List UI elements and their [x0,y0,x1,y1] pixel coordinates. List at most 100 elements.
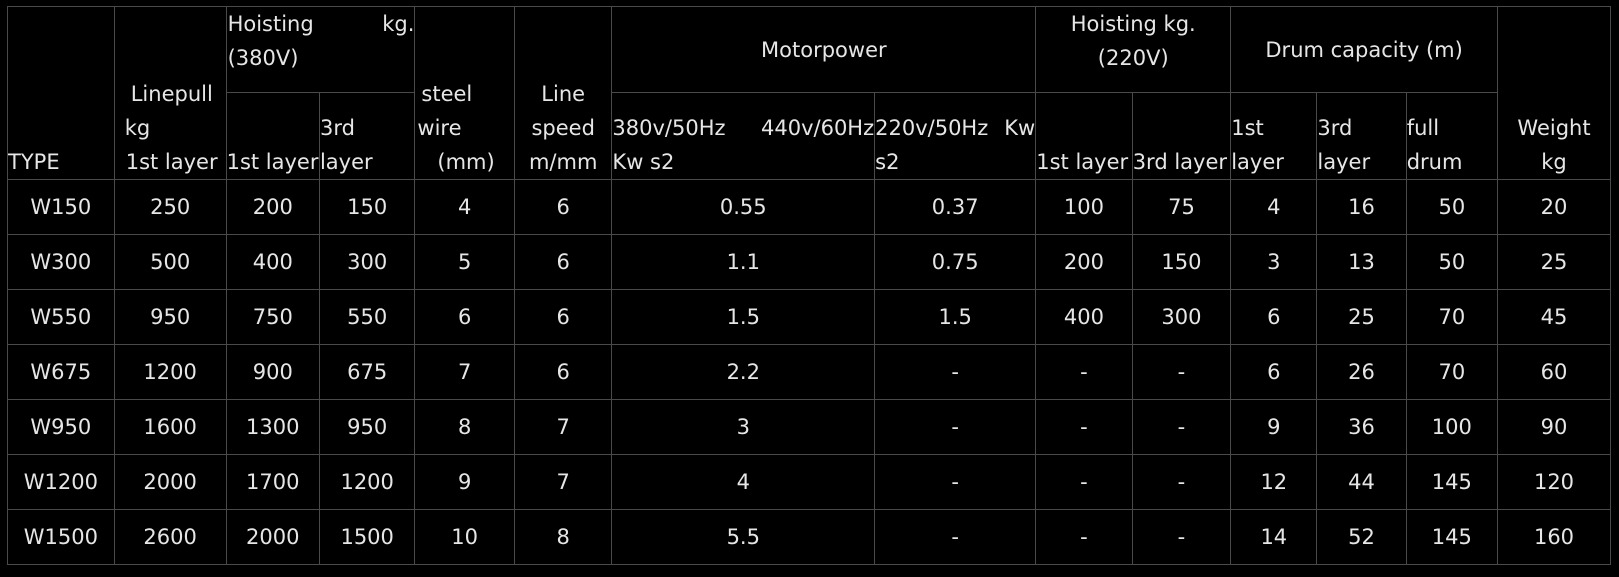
linepull-line3: 1st layer [125,150,218,174]
linepull-line1: Linepull [130,82,213,106]
motor-col2-unit: s2 [875,150,900,174]
cell-hoist220-1st: - [1035,399,1133,455]
cell-steel-wire: 8 [414,399,515,455]
cell-motor-380-440: 4 [611,454,876,510]
cell-hoist220-3rd: - [1131,399,1232,455]
cell-drum-1st: 14 [1230,509,1318,565]
cell-hoist380-1st: 200 [225,179,320,235]
header-line-speed: Line speed m/mm [513,6,613,180]
drum-first-line1: 1st [1231,116,1264,140]
hoisting380-first-label: 1st layer [226,150,319,174]
hoisting380-third-line2: layer [319,150,373,174]
drum-full-line2: drum [1406,150,1463,174]
cell-hoist380-1st: 1300 [225,399,320,455]
cell-drum-full: 50 [1405,234,1499,290]
header-weight: Weight kg [1497,6,1611,180]
cell-weight: 90 [1497,399,1611,455]
cell-type: W300 [7,234,115,290]
cell-drum-full: 100 [1405,399,1499,455]
hoisting380-unit: kg. [382,12,415,36]
line-speed-line2: speed [531,116,595,140]
cell-type: W1500 [7,509,115,565]
table-row: W300 500 400 300 5 6 1.1 0.75 200 150 3 13 50 25 [7,234,1611,290]
cell-motor-220: 0.75 [874,234,1037,290]
cell-linepull: 250 [113,179,227,235]
motor-440v-label: 440v/60Hz [761,116,875,140]
cell-type: W550 [7,289,115,345]
header-hoisting220-1st-layer: 1st layer [1035,92,1133,180]
cell-motor-380-440: 1.1 [611,234,876,290]
cell-drum-3rd: 13 [1316,234,1407,290]
cell-hoist380-3rd: 1500 [318,509,416,565]
cell-steel-wire: 6 [414,289,515,345]
winch-spec-table: TYPE Linepull kg 1st layer Hoisting kg. … [7,6,1611,565]
cell-hoist380-3rd: 150 [318,179,416,235]
cell-hoist380-3rd: 550 [318,289,416,345]
cell-drum-full: 50 [1405,179,1499,235]
cell-drum-full: 70 [1405,344,1499,400]
cell-hoist220-1st: 100 [1035,179,1133,235]
header-drum-1st-layer: 1st layer [1230,92,1318,180]
cell-steel-wire: 4 [414,179,515,235]
table-row: W675 1200 900 675 7 6 2.2- - -6 26 70 60 [7,344,1611,400]
cell-hoist220-3rd: 300 [1131,289,1232,345]
cell-weight: 20 [1497,179,1611,235]
cell-weight: 25 [1497,234,1611,290]
cell-drum-1st: 3 [1230,234,1318,290]
cell-weight: 45 [1497,289,1611,345]
cell-hoist220-3rd: - [1131,454,1232,510]
cell-weight: 160 [1497,509,1611,565]
header-motor-220: 220v/50Hz Kw s2 [874,92,1037,180]
cell-line-speed: 8 [513,509,613,565]
cell-line-speed: 6 [513,289,613,345]
motor-220v-unit: Kw [1004,116,1036,140]
cell-hoist220-1st: - [1035,509,1133,565]
cell-hoist220-1st: 400 [1035,289,1133,345]
motorpower-label: Motorpower [761,37,887,62]
cell-motor-220: - [874,344,1037,400]
cell-drum-1st: 12 [1230,454,1318,510]
cell-drum-3rd: 16 [1316,179,1407,235]
cell-hoist220-3rd: - [1131,344,1232,400]
cell-motor-220: - [874,454,1037,510]
weight-line2: kg [1541,150,1567,174]
drum-capacity-label: Drum capacity (m) [1265,37,1463,62]
cell-weight: 120 [1497,454,1611,510]
cell-motor-220: - [874,509,1037,565]
line-speed-line3: m/mm [528,150,598,174]
cell-hoist380-1st: 900 [225,344,320,400]
cell-drum-1st: 6 [1230,289,1318,345]
drum-full-line1: full [1406,116,1440,140]
header-hoisting380-1st-layer: 1st layer [225,92,320,180]
header-hoisting-380v: Hoisting kg. (380V) [225,6,416,93]
table-row: W150 250 200 150 4 6 0.55 0.37 100 75 4 16 50 20 [7,179,1611,235]
cell-line-speed: 6 [513,344,613,400]
cell-motor-380-440: 2.2 [611,344,876,400]
header-hoisting380-3rd-layer: 3rd layer [318,92,416,180]
cell-drum-1st: 6 [1230,344,1318,400]
hoisting380-label: Hoisting [227,12,314,36]
drum-third-line1: 3rd [1317,116,1353,140]
cell-drum-3rd: 26 [1316,344,1407,400]
steel-wire-line2: wire [417,116,462,140]
table-row: W1500 2600 2000 1500 10 8 5.5- - -14 52 145 160 [7,509,1611,565]
header-steel-wire: steel wire (mm) [414,6,515,180]
cell-motor-380-440: 0.55 [611,179,876,235]
header-hoisting-220v: Hoisting kg. (220V) [1035,6,1232,93]
weight-line1: Weight [1517,116,1591,140]
cell-hoist380-1st: 1700 [225,454,320,510]
cell-type: W1200 [7,454,115,510]
cell-hoist380-3rd: 300 [318,234,416,290]
spec-table-container: TYPE Linepull kg 1st layer Hoisting kg. … [7,6,1611,565]
cell-linepull: 1600 [113,399,227,455]
header-drum-full: full drum [1405,92,1499,180]
cell-linepull: 2000 [113,454,227,510]
cell-motor-220: 1.5 [874,289,1037,345]
cell-motor-380-440: 3 [611,399,876,455]
cell-hoist380-1st: 400 [225,234,320,290]
cell-drum-3rd: 36 [1316,399,1407,455]
cell-hoist220-1st: - [1035,454,1133,510]
cell-line-speed: 6 [513,234,613,290]
cell-motor-380-440: 1.5 [611,289,876,345]
cell-drum-3rd: 25 [1316,289,1407,345]
